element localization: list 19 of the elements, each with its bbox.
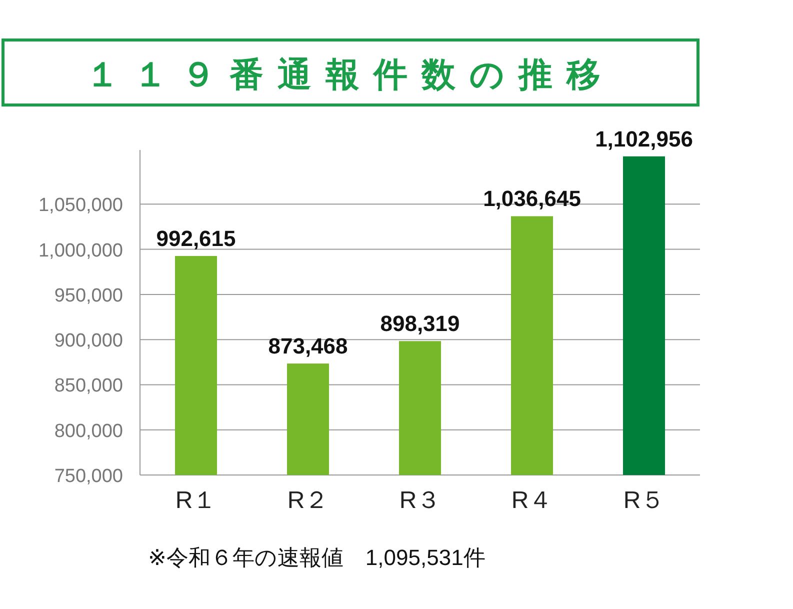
data-label: 992,615 (156, 226, 236, 251)
y-tick-label: 1,000,000 (38, 240, 123, 262)
x-tick-label: R１ (175, 487, 217, 514)
y-tick-label: 1,050,000 (38, 195, 123, 216)
x-tick-label: R４ (511, 487, 553, 514)
y-tick-label: 900,000 (54, 330, 123, 352)
data-label: 898,319 (380, 311, 460, 336)
x-tick-label: R３ (399, 487, 441, 514)
data-label: 1,102,956 (595, 126, 693, 152)
y-tick-label: 750,000 (54, 466, 123, 487)
data-label: 873,468 (268, 334, 348, 359)
y-tick-label: 950,000 (54, 285, 123, 306)
x-tick-label: R２ (287, 487, 329, 514)
y-tick-label: 850,000 (54, 376, 123, 397)
y-tick-label: 800,000 (54, 420, 123, 442)
data-label: 1,036,645 (483, 186, 581, 212)
chart-title: １１９番通報件数の推移 (86, 56, 614, 94)
text: ※令和６年の速報値 1,095,531件 (148, 545, 486, 570)
x-tick-label: R５ (623, 487, 665, 514)
